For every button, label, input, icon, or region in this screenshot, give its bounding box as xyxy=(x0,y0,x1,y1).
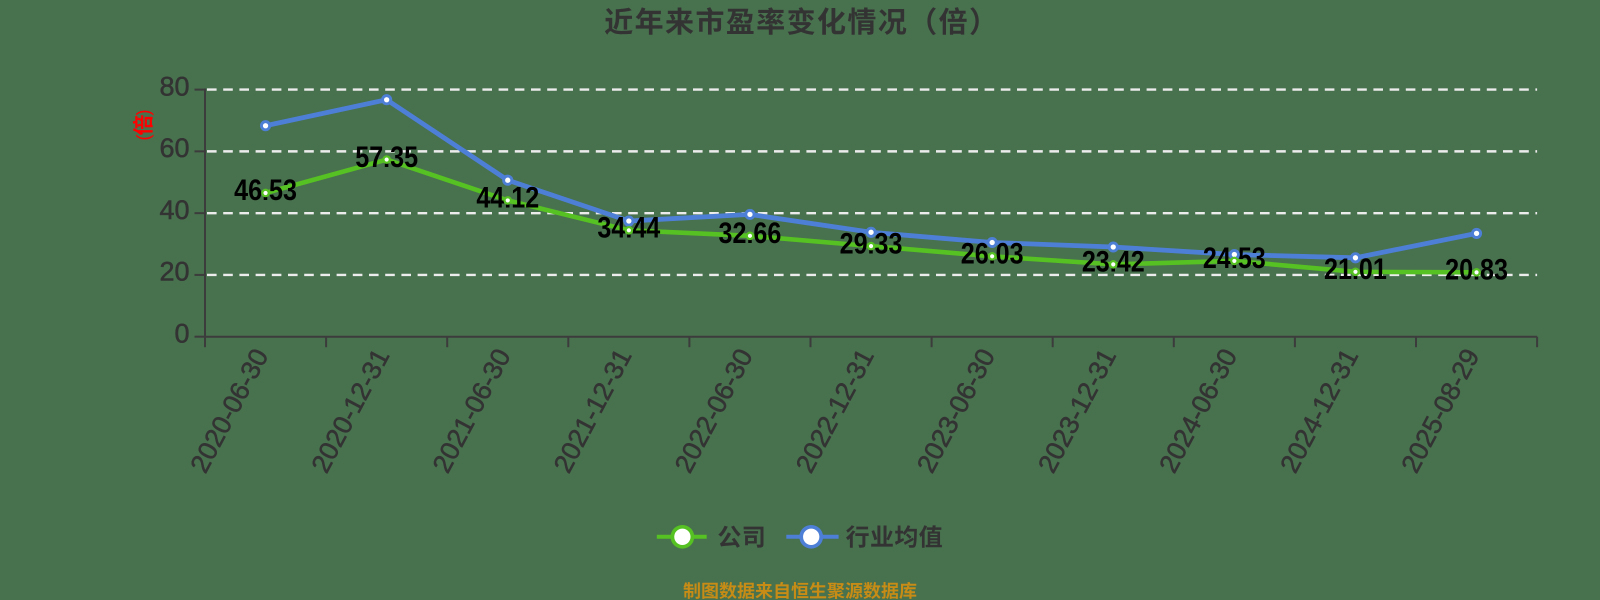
svg-text:40: 40 xyxy=(159,195,189,225)
svg-text:20: 20 xyxy=(159,257,189,287)
svg-text:80: 80 xyxy=(159,71,189,101)
svg-text:(: ( xyxy=(133,135,153,141)
svg-text:60: 60 xyxy=(159,133,189,163)
svg-text:): ) xyxy=(133,110,153,116)
svg-text:0: 0 xyxy=(174,318,189,348)
